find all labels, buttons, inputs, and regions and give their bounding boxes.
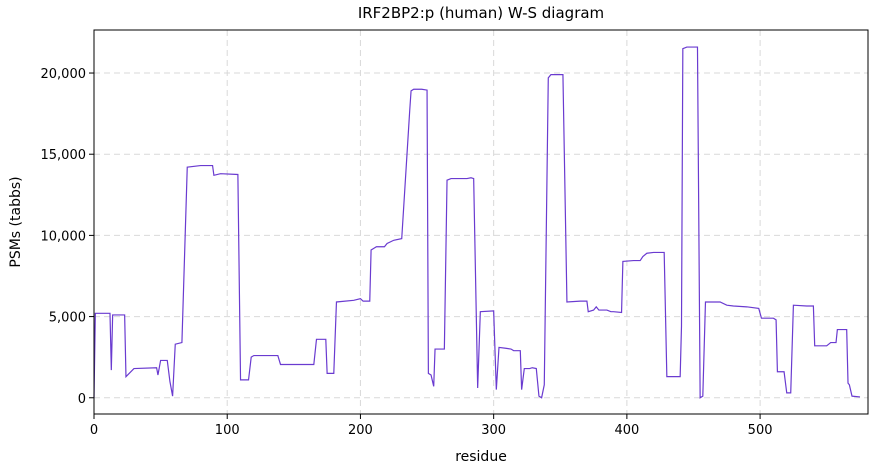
y-axis-label: PSMs (tabbs): [8, 176, 24, 267]
x-tick-label: 300: [481, 423, 506, 438]
x-tick-label: 100: [215, 423, 240, 438]
y-tick-label: 0: [78, 392, 86, 407]
x-tick-label: 500: [748, 423, 773, 438]
x-tick-label: 0: [90, 423, 98, 438]
y-tick-label: 15,000: [41, 148, 87, 163]
x-tick-label: 400: [614, 423, 639, 438]
x-axis-label: residue: [455, 449, 507, 465]
y-tick-label: 10,000: [41, 229, 87, 244]
data-line: [93, 46, 861, 399]
chart-title: IRF2BP2:p (human) W-S diagram: [358, 4, 604, 22]
y-tick-label: 5,000: [49, 311, 86, 326]
x-tick-label: 200: [348, 423, 373, 438]
y-tick-label: 20,000: [41, 67, 87, 82]
plot-frame: [93, 29, 869, 415]
